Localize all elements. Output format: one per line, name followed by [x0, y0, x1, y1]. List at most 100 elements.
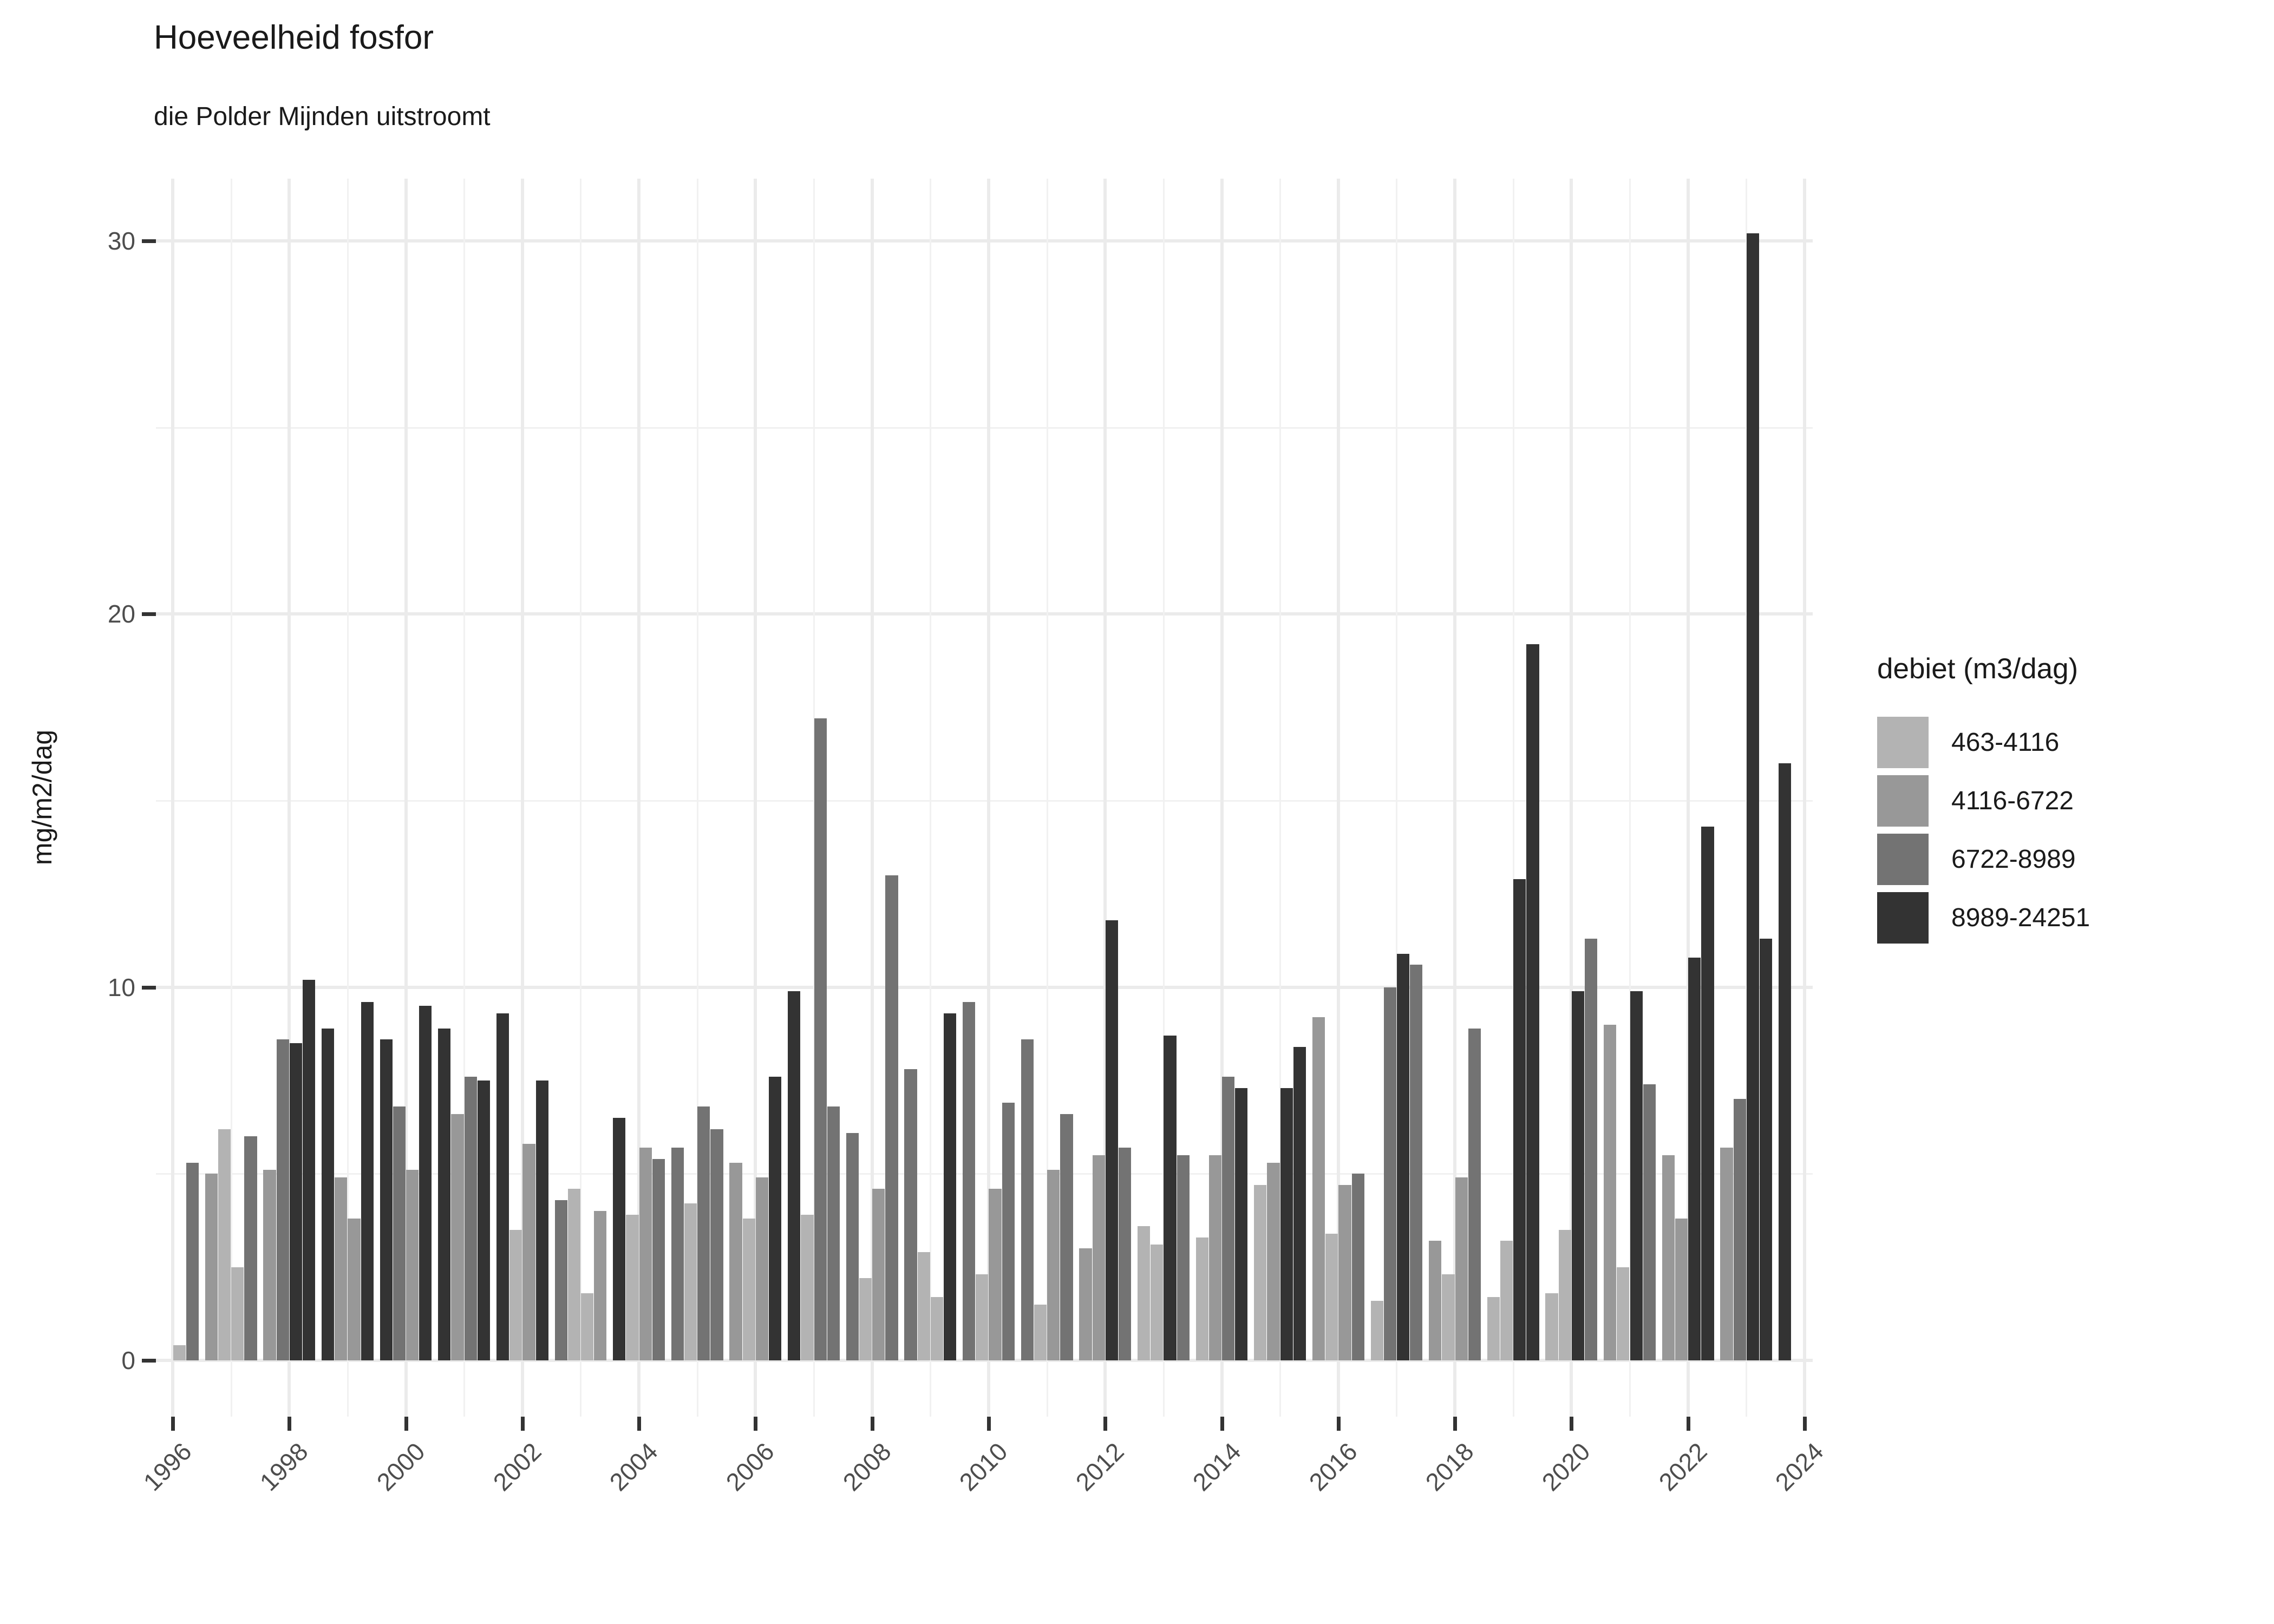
bar-2001-Q1 — [438, 1028, 451, 1360]
x-tick-mark — [637, 1417, 642, 1431]
bar-2012-Q2 — [1092, 1155, 1105, 1360]
bar-1998-Q4 — [302, 979, 316, 1360]
bar-1997-Q1 — [205, 1174, 218, 1360]
bar-1999-Q1 — [321, 1028, 335, 1360]
gridline-x-minor — [347, 179, 349, 1417]
bar-2010-Q2 — [976, 1274, 989, 1360]
y-tick-label: 0 — [121, 1346, 135, 1374]
bar-2007-Q3 — [814, 718, 827, 1360]
plot-panel — [156, 179, 1813, 1417]
bar-2007-Q4 — [827, 1106, 840, 1360]
x-tick-label: 2008 — [837, 1437, 897, 1497]
bar-2002-Q2 — [509, 1229, 522, 1360]
bar-2021-Q2 — [1617, 1267, 1630, 1360]
legend-item-label: 4116-6722 — [1951, 787, 2074, 815]
chart-title: Hoeveelheid fosfor — [154, 19, 434, 56]
gridline-x-minor — [1162, 179, 1165, 1417]
bar-2011-Q3 — [1047, 1170, 1060, 1360]
bar-2015-Q4 — [1293, 1046, 1306, 1360]
legend-item-8989-24251: 8989-24251 — [1877, 892, 2090, 944]
bar-2015-Q3 — [1280, 1088, 1293, 1360]
bar-2000-Q2 — [393, 1106, 406, 1360]
bar-2002-Q1 — [496, 1013, 509, 1360]
bar-2003-Q4 — [594, 1211, 607, 1360]
y-tick-label: 10 — [107, 973, 135, 1001]
gridline-x-major — [171, 179, 174, 1417]
bar-2000-Q4 — [419, 1006, 432, 1360]
bar-2011-Q4 — [1060, 1114, 1073, 1360]
y-axis-title: mg/m2/dag — [27, 729, 57, 866]
bar-2006-Q3 — [755, 1177, 769, 1360]
x-tick-mark — [1570, 1417, 1574, 1431]
legend-swatch-icon — [1877, 834, 1929, 885]
bar-2020-Q3 — [1571, 991, 1585, 1360]
bar-2021-Q1 — [1604, 1024, 1617, 1360]
gridline-x-major — [986, 179, 990, 1417]
bar-2003-Q1 — [554, 1200, 567, 1360]
bar-2004-Q3 — [639, 1148, 652, 1360]
y-tick-label: 30 — [107, 227, 135, 256]
bar-2020-Q4 — [1585, 939, 1598, 1360]
x-tick-label: 2018 — [1420, 1437, 1479, 1497]
x-tick-label: 2020 — [1536, 1437, 1596, 1497]
x-tick-mark — [1453, 1417, 1458, 1431]
legend-swatch-icon — [1877, 892, 1929, 944]
bar-1996-Q3 — [173, 1345, 186, 1360]
bar-2009-Q2 — [917, 1252, 930, 1360]
bar-2015-Q1 — [1254, 1185, 1267, 1360]
gridline-y-major — [156, 1359, 1813, 1362]
chart-subtitle: die Polder Mijnden uitstroomt — [154, 102, 491, 131]
gridline-x-major — [1802, 179, 1806, 1417]
legend-item-6722-8989: 6722-8989 — [1877, 834, 2090, 885]
y-tick-label: 20 — [107, 600, 135, 628]
gridline-x-major — [1103, 179, 1107, 1417]
x-tick-mark — [1686, 1417, 1690, 1431]
gridline-x-major — [404, 179, 408, 1417]
x-tick-mark — [870, 1417, 874, 1431]
bar-2020-Q1 — [1545, 1293, 1558, 1360]
x-tick-label: 2016 — [1303, 1437, 1363, 1497]
bar-2007-Q1 — [788, 991, 801, 1360]
bar-2022-Q3 — [1688, 957, 1701, 1360]
legend-items: 463-4116 4116-6722 6722-8989 8989-24251 — [1877, 717, 2090, 944]
bar-2012-Q4 — [1118, 1148, 1132, 1360]
bar-2000-Q3 — [406, 1170, 419, 1360]
gridline-x-minor — [1512, 179, 1514, 1417]
bar-2018-Q4 — [1468, 1028, 1481, 1360]
x-tick-mark — [1336, 1417, 1341, 1431]
bar-2007-Q2 — [801, 1215, 814, 1360]
bar-2021-Q3 — [1630, 991, 1643, 1360]
x-tick-label: 2010 — [953, 1437, 1013, 1497]
bar-1999-Q2 — [335, 1177, 348, 1360]
bar-2002-Q4 — [535, 1081, 548, 1360]
bar-2002-Q3 — [522, 1144, 535, 1360]
x-tick-mark — [1220, 1417, 1224, 1431]
bar-2014-Q3 — [1222, 1077, 1235, 1360]
bar-2005-Q2 — [684, 1203, 697, 1360]
gridline-y-major — [156, 985, 1813, 989]
bar-2006-Q4 — [769, 1077, 782, 1360]
bar-2016-Q3 — [1338, 1185, 1351, 1360]
bar-2010-Q1 — [963, 1002, 976, 1360]
gridline-x-major — [520, 179, 524, 1417]
bar-2014-Q1 — [1195, 1237, 1208, 1360]
bar-2013-Q1 — [1137, 1226, 1151, 1360]
bar-2012-Q3 — [1105, 920, 1118, 1360]
bar-2023-Q1 — [1720, 1148, 1733, 1360]
x-tick-mark — [287, 1417, 292, 1431]
x-tick-label: 2004 — [604, 1437, 663, 1497]
x-tick-mark — [1103, 1417, 1108, 1431]
bar-2022-Q4 — [1701, 827, 1714, 1360]
bar-2013-Q3 — [1164, 1036, 1177, 1360]
x-tick-label: 2022 — [1653, 1437, 1713, 1497]
bar-2015-Q2 — [1267, 1162, 1280, 1360]
bar-2009-Q1 — [904, 1069, 917, 1360]
bar-2016-Q1 — [1312, 1017, 1325, 1360]
bar-2005-Q4 — [710, 1129, 723, 1360]
y-tick-mark — [142, 239, 156, 244]
gridline-x-minor — [580, 179, 582, 1417]
x-tick-label: 1998 — [254, 1437, 313, 1497]
x-tick-label: 2000 — [371, 1437, 430, 1497]
bar-2006-Q1 — [729, 1162, 742, 1360]
bar-1998-Q3 — [289, 1043, 302, 1360]
